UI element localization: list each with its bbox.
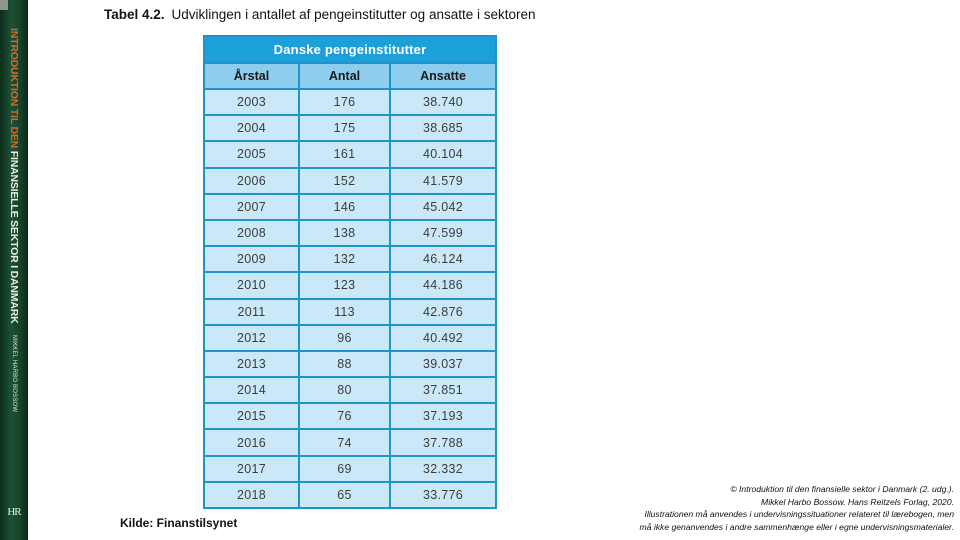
table-row: 2004 175 38.685 [205,116,495,141]
table-cell: 138 [300,220,389,246]
table-row: 2006 152 41.579 [205,168,495,193]
table-row: 2003 176 38.740 [205,90,495,115]
table-cell: 74 [300,430,389,455]
table-cell: 41.579 [391,168,495,193]
spine-top-cap [0,0,8,10]
table-cell: 2016 [205,430,298,455]
table-cell: 152 [300,168,389,193]
table-cell: 2014 [205,378,298,403]
table-cell: 37.851 [391,378,495,403]
table-title-text: Udviklingen i antallet af pengeinstitutt… [171,7,536,22]
table-row: 2018 65 33.776 [205,482,495,507]
spine-book-title: INTRODUKTION TIL DEN FINANSIELLE SEKTOR … [8,28,20,324]
table-cell: 176 [300,90,389,115]
table-cell: 2007 [205,194,298,219]
table-cell: 76 [300,404,389,429]
table-row: 2009 132 46.124 [205,247,495,272]
table-cell: 38.740 [391,90,495,115]
table-cell: 44.186 [391,273,495,298]
table-cell: 69 [300,456,389,481]
table-cell: 2015 [205,404,298,429]
table-cell: 2006 [205,168,298,193]
table-cell: 42.876 [391,299,495,324]
table-cell: 45.042 [391,194,495,219]
table-cell: 2012 [205,325,298,350]
table-cell: 37.193 [391,404,495,429]
table-cell: 37.788 [391,430,495,455]
table-cell: 132 [300,247,389,272]
table-cell: 33.776 [391,482,495,507]
table-cell: 65 [300,482,389,507]
copyright-line: Mikkel Harbo Bossow. Hans Reitzels Forla… [761,496,954,507]
table-cell: 2011 [205,299,298,324]
table-cell: 2005 [205,142,298,167]
copyright-block: © Introduktion til den finansielle sekto… [334,483,955,533]
spine-rotated-text: INTRODUKTION TIL DEN FINANSIELLE SEKTOR … [0,0,28,540]
table-cell: 2013 [205,351,298,377]
table-row: 2016 74 37.788 [205,430,495,455]
book-spine: INTRODUKTION TIL DEN FINANSIELLE SEKTOR … [0,0,28,540]
copyright-line: Illustrationen må anvendes i undervisnin… [644,509,954,520]
table-row: 2010 123 44.186 [205,273,495,298]
table-cell: 40.492 [391,325,495,350]
table-cell: 2009 [205,247,298,272]
table-cell: 113 [300,299,389,324]
table-cell: 2017 [205,456,298,481]
table-row: 2014 80 37.851 [205,378,495,403]
table-row: 2012 96 40.492 [205,325,495,350]
table-number-label: Tabel 4.2. [104,7,165,22]
table-row: 2008 138 47.599 [205,220,495,246]
table-row: 2013 88 39.037 [205,351,495,377]
table-row: 2007 146 45.042 [205,194,495,219]
table-cell: 46.124 [391,247,495,272]
table-cell: 38.685 [391,116,495,141]
column-header-ansatte: Ansatte [391,64,495,88]
copyright-line: © Introduktion til den finansielle sekto… [730,484,954,494]
table-header-title: Danske pengeinstitutter [205,37,495,62]
table-cell: 88 [300,351,389,377]
table-cell: 2003 [205,90,298,115]
table-row: 2015 76 37.193 [205,404,495,429]
table-cell: 2010 [205,273,298,298]
column-header-aarstal: Årstal [205,64,298,88]
table-cell: 40.104 [391,142,495,167]
table-cell: 2004 [205,116,298,141]
table-cell: 2018 [205,482,298,507]
publisher-logo: HR [7,506,21,518]
table-cell: 175 [300,116,389,141]
page-title: Tabel 4.2. Udviklingen i antallet af peng… [104,7,536,22]
table-row: 2011 113 42.876 [205,299,495,324]
table-cell: 161 [300,142,389,167]
table-cell: 80 [300,378,389,403]
spine-title-part2: FINANSIELLE SEKTOR I DANMARK [8,148,20,324]
table-cell: 39.037 [391,351,495,377]
table-cell: 2008 [205,220,298,246]
table-row: 2017 69 32.332 [205,456,495,481]
spine-author: MIKKEL HARBO BOSSOW [11,335,17,413]
table-row: 2005 161 40.104 [205,142,495,167]
table-cell: 96 [300,325,389,350]
copyright-line: må ikke genanvendes i andre sammenhænge … [639,521,955,532]
spine-title-part1: INTRODUKTION TIL DEN [8,28,20,149]
table-cell: 123 [300,273,389,298]
table-cell: 146 [300,194,389,219]
table-cell: 47.599 [391,220,495,246]
data-table: Danske pengeinstitutter Årstal Antal Ans… [203,35,497,509]
table-column-header-row: Årstal Antal Ansatte [205,64,495,88]
table-cell: 32.332 [391,456,495,481]
column-header-antal: Antal [300,64,389,88]
source-line: Kilde: Finanstilsynet [120,516,238,530]
